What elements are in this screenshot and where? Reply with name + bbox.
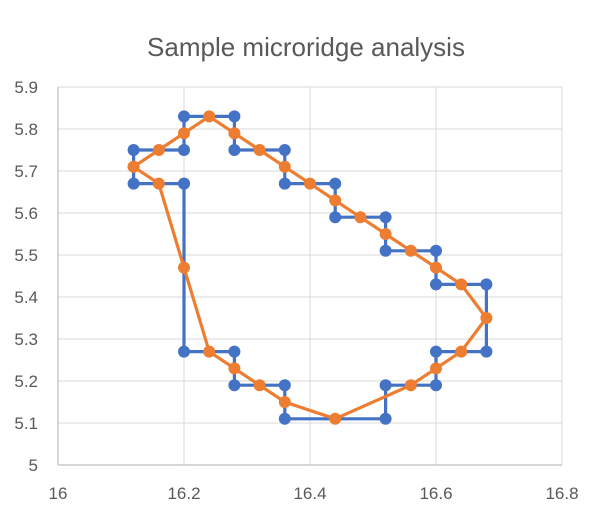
y-tick-label: 5.6 [14,204,38,223]
x-tick-label: 16.6 [419,484,452,503]
data-point [127,160,140,173]
x-tick-label: 16.4 [293,484,326,503]
data-point [228,345,241,358]
x-tick-labels: 16 16.2 16.4 16.6 16.8 [49,484,579,503]
data-point [178,144,190,156]
data-point [278,177,291,190]
x-tick-label: 16 [49,484,68,503]
data-point [304,177,316,190]
data-point [152,177,165,190]
data-point [329,211,342,224]
data-point [379,412,392,425]
data-point [203,345,216,358]
data-point [455,278,468,291]
data-point [404,379,417,392]
data-point [430,362,442,375]
data-point [278,144,291,156]
data-point [430,261,442,274]
x-tick-label: 16.2 [167,484,200,503]
data-point [329,412,342,425]
data-point [278,412,291,425]
data-point [228,127,241,140]
data-point [278,160,291,173]
data-point [404,244,417,257]
data-point [253,379,266,392]
y-tick-labels: 5 5.1 5.2 5.3 5.4 5.5 5.6 5.7 5.8 5.9 [14,78,38,475]
y-tick-label: 5.3 [14,330,38,349]
data-point [228,379,241,392]
data-point [379,379,392,392]
data-point [354,211,367,224]
data-point [430,345,442,358]
y-tick-label: 5.9 [14,78,38,97]
data-point [178,261,190,274]
data-point [127,144,140,156]
y-tick-label: 5.2 [14,372,38,391]
y-tick-label: 5 [29,456,38,475]
y-tick-label: 5.1 [14,414,38,433]
data-point [379,228,392,240]
series-2 [127,110,493,425]
y-tick-label: 5.8 [14,120,38,139]
y-tick-label: 5.4 [14,288,38,307]
data-point [203,110,216,123]
gridlines [58,86,563,465]
data-point [178,177,190,190]
data-point [480,278,493,291]
data-point [152,144,165,156]
data-point [228,110,241,123]
x-tick-label: 16.8 [545,484,578,503]
data-point [329,194,342,207]
axes [57,87,562,466]
data-point [127,177,140,190]
data-point [178,345,190,358]
data-point [430,278,442,291]
data-point [455,345,468,358]
data-point [228,362,241,375]
data-point [228,144,241,156]
data-point [278,396,291,408]
chart-title: Sample microridge analysis [147,32,465,62]
data-point [278,379,291,392]
y-tick-label: 5.7 [14,162,38,181]
data-point [480,345,493,358]
data-point [329,177,342,190]
data-point [178,127,190,140]
data-point [480,312,493,324]
data-point [178,110,190,123]
data-point [379,211,392,224]
data-point [253,144,266,156]
data-point [430,379,442,392]
data-point [379,244,392,257]
series-layer [127,110,493,425]
y-tick-label: 5.5 [14,246,38,265]
data-point [430,244,442,257]
